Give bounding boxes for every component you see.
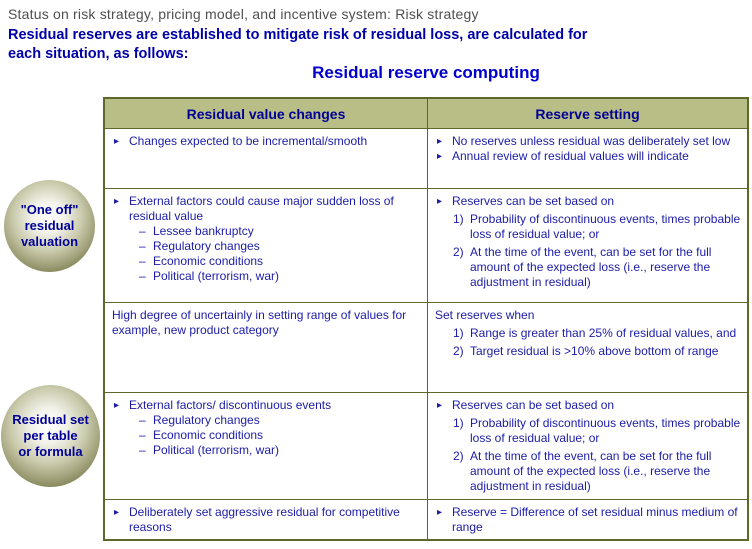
badge-label: "One off" residual valuation: [20, 202, 79, 249]
numbered-item: 1) Probability of discontinuous events, …: [432, 416, 743, 446]
item-number: 2): [453, 449, 464, 463]
cell-row3-left: High degree of uncertainly in setting ra…: [105, 303, 428, 393]
list-item-text: External factors/ discontinuous events: [129, 398, 332, 412]
list-item-text: Reserves can be set based on: [452, 398, 615, 412]
dash-bullet: –: [139, 413, 146, 427]
list-item-text: Probability of discontinuous events, tim…: [470, 212, 741, 241]
list-item-text: Reserve = Difference of set residual min…: [452, 505, 738, 534]
cell-row5-right: ▸ Reserve = Difference of set residual m…: [428, 500, 747, 539]
cell-row1-right: ▸ No reserves unless residual was delibe…: [428, 129, 747, 189]
list-item: ▸ Reserve = Difference of set residual m…: [432, 505, 743, 535]
list-item-text: Regulatory changes: [153, 413, 260, 427]
numbered-item: 1) Range is greater than 25% of residual…: [432, 326, 743, 341]
list-item-text: Set reserves when: [435, 308, 535, 322]
list-item: ▸ Reserves can be set based on: [432, 398, 743, 413]
list-item: – Political (terrorism, war): [109, 443, 423, 458]
list-item-text: At the time of the event, can be set for…: [470, 245, 712, 289]
arrow-bullet-icon: ▸: [114, 136, 120, 147]
slide-lead-statement: Residual reserves are established to mit…: [8, 27, 588, 62]
numbered-item: 2) At the time of the event, can be set …: [432, 449, 743, 494]
list-item: High degree of uncertainly in setting ra…: [109, 308, 423, 338]
arrow-bullet-icon: ▸: [437, 507, 443, 518]
dash-bullet: –: [139, 239, 146, 253]
list-item: – Lessee bankruptcy: [109, 224, 423, 239]
numbered-item: 2) Target residual is >10% above bottom …: [432, 344, 743, 359]
cell-row3-right: Set reserves when 1) Range is greater th…: [428, 303, 747, 393]
arrow-bullet-icon: ▸: [114, 507, 120, 518]
column-header-reserve-setting: Reserve setting: [428, 99, 747, 129]
table-title: Residual reserve computing: [312, 63, 540, 82]
list-item-text: Deliberately set aggressive residual for…: [129, 505, 400, 534]
dash-bullet: –: [139, 224, 146, 238]
list-item-text: Annual review of residual values will in…: [452, 149, 689, 163]
list-item-text: Political (terrorism, war): [153, 269, 280, 283]
arrow-bullet-icon: ▸: [437, 136, 443, 147]
arrow-bullet-icon: ▸: [437, 151, 443, 162]
cell-row2-right: ▸ Reserves can be set based on 1) Probab…: [428, 189, 747, 303]
list-item-text: Reserves can be set based on: [452, 194, 615, 208]
list-item: ▸ No reserves unless residual was delibe…: [432, 134, 743, 149]
cell-row5-left: ▸ Deliberately set aggressive residual f…: [105, 500, 428, 539]
slide-subtitle: Status on risk strategy, pricing model, …: [8, 6, 479, 22]
dash-bullet: –: [139, 443, 146, 457]
dash-bullet: –: [139, 269, 146, 283]
list-item-text: External factors could cause major sudde…: [129, 194, 394, 223]
item-number: 2): [453, 245, 464, 259]
residual-reserve-table: Residual value changes Reserve setting ▸…: [103, 97, 749, 541]
list-item-text: No reserves unless residual was delibera…: [452, 134, 731, 148]
list-item-text: High degree of uncertainly in setting ra…: [112, 308, 407, 337]
list-item: ▸ Changes expected to be incremental/smo…: [109, 134, 423, 149]
list-item: – Economic conditions: [109, 428, 423, 443]
list-item-text: Probability of discontinuous events, tim…: [470, 416, 741, 445]
list-item: ▸ Annual review of residual values will …: [432, 149, 743, 164]
list-item: ▸ External factors/ discontinuous events: [109, 398, 423, 413]
list-item: Set reserves when: [432, 308, 743, 323]
list-item-text: Changes expected to be incremental/smoot…: [129, 134, 368, 148]
list-item: – Regulatory changes: [109, 239, 423, 254]
badge-label: Residual set per table or formula: [12, 412, 89, 459]
list-item: ▸ Deliberately set aggressive residual f…: [109, 505, 423, 535]
item-number: 1): [453, 416, 464, 430]
list-item-text: Lessee bankruptcy: [153, 224, 254, 238]
cell-row4-right: ▸ Reserves can be set based on 1) Probab…: [428, 393, 747, 500]
list-item-text: At the time of the event, can be set for…: [470, 449, 712, 493]
list-item: ▸ Reserves can be set based on: [432, 194, 743, 209]
badge-one-off-residual-valuation: "One off" residual valuation: [4, 180, 95, 272]
list-item: – Political (terrorism, war): [109, 269, 423, 284]
list-item: ▸ External factors could cause major sud…: [109, 194, 423, 224]
arrow-bullet-icon: ▸: [437, 400, 443, 411]
list-item-text: Regulatory changes: [153, 239, 260, 253]
cell-row4-left: ▸ External factors/ discontinuous events…: [105, 393, 428, 500]
numbered-item: 2) At the time of the event, can be set …: [432, 245, 743, 290]
list-item: – Economic conditions: [109, 254, 423, 269]
list-item-text: Economic conditions: [153, 254, 264, 268]
item-number: 1): [453, 326, 464, 340]
list-item-text: Target residual is >10% above bottom of …: [470, 344, 719, 358]
arrow-bullet-icon: ▸: [114, 400, 120, 411]
badge-residual-set-per-table: Residual set per table or formula: [1, 385, 100, 487]
item-number: 1): [453, 212, 464, 226]
list-item-text: Political (terrorism, war): [153, 443, 280, 457]
cell-row2-left: ▸ External factors could cause major sud…: [105, 189, 428, 303]
arrow-bullet-icon: ▸: [437, 196, 443, 207]
list-item: – Regulatory changes: [109, 413, 423, 428]
dash-bullet: –: [139, 254, 146, 268]
cell-row1-left: ▸ Changes expected to be incremental/smo…: [105, 129, 428, 189]
item-number: 2): [453, 344, 464, 358]
column-header-residual-value-changes: Residual value changes: [105, 99, 428, 129]
numbered-item: 1) Probability of discontinuous events, …: [432, 212, 743, 242]
list-item-text: Economic conditions: [153, 428, 264, 442]
arrow-bullet-icon: ▸: [114, 196, 120, 207]
dash-bullet: –: [139, 428, 146, 442]
list-item-text: Range is greater than 25% of residual va…: [470, 326, 737, 340]
